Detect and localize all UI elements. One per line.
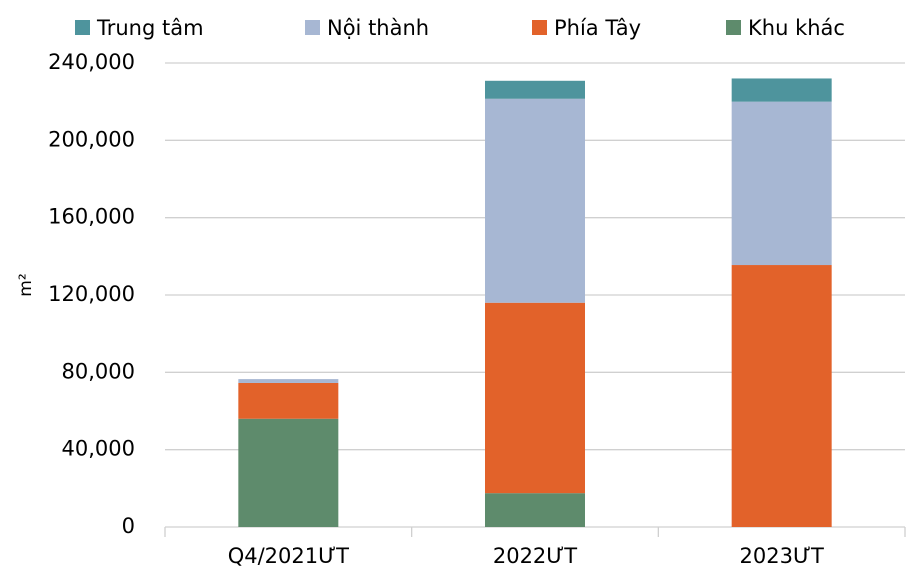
y-tick-label: 200,000: [48, 127, 135, 151]
bar-segment: [485, 80, 585, 99]
y-tick-label: 40,000: [62, 437, 135, 461]
y-tick-label: 80,000: [62, 359, 135, 383]
bar-segment: [485, 98, 585, 303]
bar-segment: [238, 418, 339, 527]
x-tick-label: 2023ƯT: [740, 544, 824, 568]
legend-label: Khu khác: [748, 16, 845, 40]
x-tick-label: 2022ƯT: [493, 544, 577, 568]
legend-label: Nội thành: [327, 16, 429, 40]
y-tick-label: 240,000: [48, 50, 135, 74]
bar-segment: [485, 493, 585, 527]
bar-segment: [731, 101, 832, 266]
bar-segment: [238, 382, 339, 419]
y-axis-label: m²: [16, 273, 36, 296]
x-tick-label: Q4/2021ƯT: [228, 544, 349, 568]
legend-swatch: [305, 20, 320, 35]
y-tick-label: 160,000: [48, 205, 135, 229]
legend-swatch: [75, 20, 90, 35]
bar-segment: [731, 265, 832, 527]
bar-segment: [485, 302, 585, 494]
y-tick-label: 120,000: [48, 282, 135, 306]
bar-segment: [238, 379, 339, 383]
legend-swatch: [726, 20, 741, 35]
legend-label: Trung tâm: [96, 16, 204, 40]
legend-label: Phía Tây: [554, 16, 641, 40]
legend-swatch: [532, 20, 547, 35]
y-tick-label: 0: [122, 514, 135, 538]
bar-segment: [731, 78, 832, 102]
